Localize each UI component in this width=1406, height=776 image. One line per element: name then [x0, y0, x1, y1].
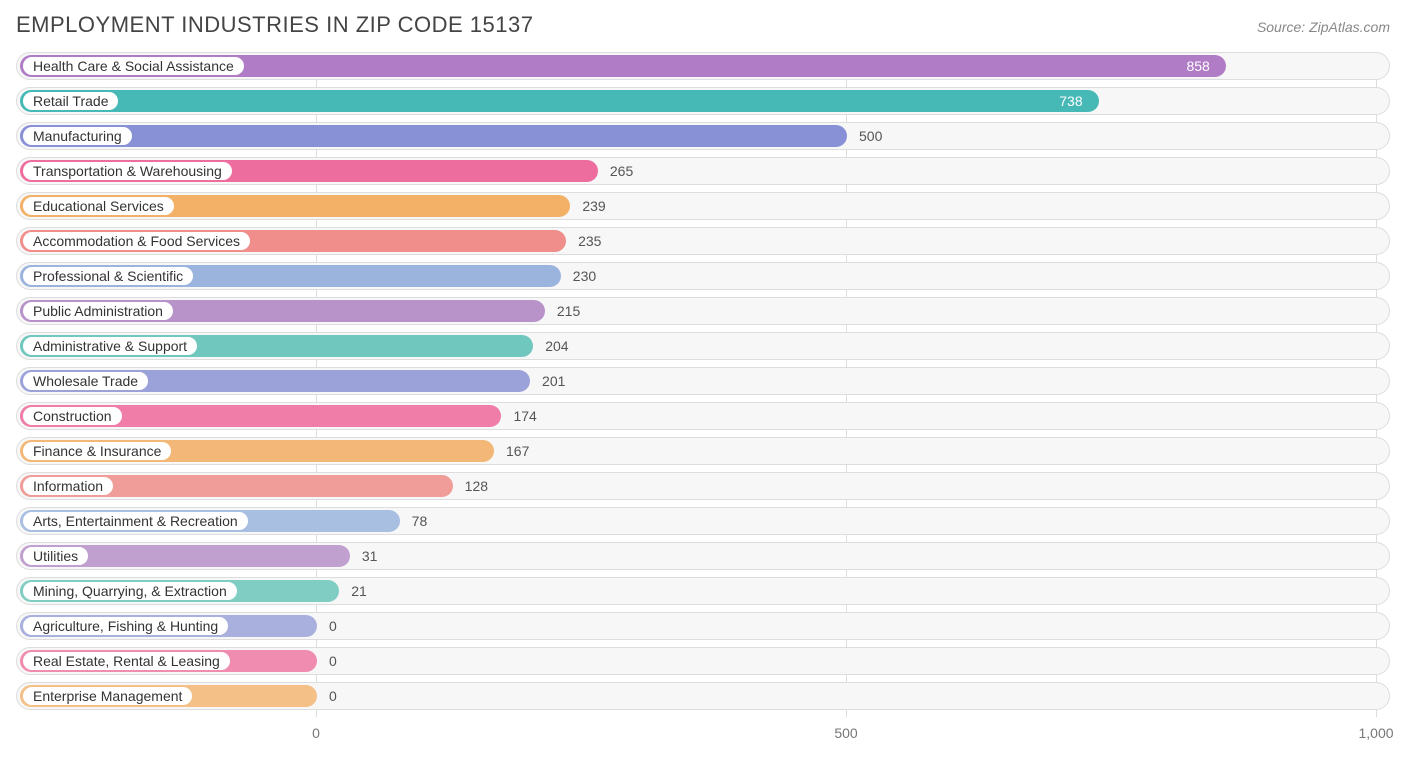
- bar-label: Educational Services: [23, 197, 174, 215]
- bar-value: 230: [565, 263, 604, 289]
- bar-label: Administrative & Support: [23, 337, 197, 355]
- bar-label: Wholesale Trade: [23, 372, 148, 390]
- bar-label: Finance & Insurance: [23, 442, 171, 460]
- bar-row: Educational Services 239: [16, 192, 1390, 220]
- bar-value: 204: [537, 333, 576, 359]
- bar-value: 239: [574, 193, 613, 219]
- bar-row: Public Administration 215: [16, 297, 1390, 325]
- bar-label: Enterprise Management: [23, 687, 192, 705]
- bar-row: Enterprise Management 0: [16, 682, 1390, 710]
- bar-label: Retail Trade: [23, 92, 118, 110]
- bar-value: 215: [549, 298, 588, 324]
- bar-label: Utilities: [23, 547, 88, 565]
- bar-value: 738: [1051, 88, 1090, 114]
- bar-row: Arts, Entertainment & Recreation 78: [16, 507, 1390, 535]
- bar-label: Construction: [23, 407, 122, 425]
- x-tick-label: 500: [834, 725, 857, 741]
- bar-label: Agriculture, Fishing & Hunting: [23, 617, 228, 635]
- x-axis: 0 500 1,000: [16, 725, 1390, 745]
- chart-header: EMPLOYMENT INDUSTRIES IN ZIP CODE 15137 …: [16, 12, 1390, 38]
- bar-value: 21: [343, 578, 375, 604]
- bar-row: Utilities 31: [16, 542, 1390, 570]
- bar-label: Professional & Scientific: [23, 267, 193, 285]
- bar-row: Wholesale Trade 201: [16, 367, 1390, 395]
- bar-value: 201: [534, 368, 573, 394]
- bar-fill: [20, 125, 847, 147]
- bar-value: 858: [1178, 53, 1217, 79]
- bar-label: Manufacturing: [23, 127, 132, 145]
- bar-label: Accommodation & Food Services: [23, 232, 250, 250]
- bar-value: 265: [602, 158, 641, 184]
- bar-value: 174: [505, 403, 544, 429]
- chart-area: Health Care & Social Assistance 858 Retail…: [16, 52, 1390, 745]
- bar-row: Retail Trade 738: [16, 87, 1390, 115]
- bar-label: Mining, Quarrying, & Extraction: [23, 582, 237, 600]
- bar-row: Construction 174: [16, 402, 1390, 430]
- bar-row: Manufacturing 500: [16, 122, 1390, 150]
- bar-value: 0: [321, 648, 345, 674]
- bar-row: Transportation & Warehousing 265: [16, 157, 1390, 185]
- bar-row: Accommodation & Food Services 235: [16, 227, 1390, 255]
- bar-value: 0: [321, 613, 345, 639]
- bar-value: 78: [404, 508, 436, 534]
- bar-row: Professional & Scientific 230: [16, 262, 1390, 290]
- bar-fill: [20, 90, 1099, 112]
- bar-label: Health Care & Social Assistance: [23, 57, 244, 75]
- bar-row: Real Estate, Rental & Leasing 0: [16, 647, 1390, 675]
- bar-value: 500: [851, 123, 890, 149]
- bar-value: 128: [457, 473, 496, 499]
- bar-label: Real Estate, Rental & Leasing: [23, 652, 230, 670]
- bar-row: Information 128: [16, 472, 1390, 500]
- chart-source: Source: ZipAtlas.com: [1257, 19, 1390, 35]
- bar-row: Administrative & Support 204: [16, 332, 1390, 360]
- bar-row: Mining, Quarrying, & Extraction 21: [16, 577, 1390, 605]
- bar-value: 31: [354, 543, 386, 569]
- bar-label: Information: [23, 477, 113, 495]
- chart-title: EMPLOYMENT INDUSTRIES IN ZIP CODE 15137: [16, 12, 534, 38]
- x-tick-label: 1,000: [1358, 725, 1393, 741]
- x-tick-label: 0: [312, 725, 320, 741]
- bar-row: Health Care & Social Assistance 858: [16, 52, 1390, 80]
- bar-row: Finance & Insurance 167: [16, 437, 1390, 465]
- bar-label: Transportation & Warehousing: [23, 162, 232, 180]
- bar-label: Public Administration: [23, 302, 173, 320]
- bar-row: Agriculture, Fishing & Hunting 0: [16, 612, 1390, 640]
- bar-value: 167: [498, 438, 537, 464]
- bar-label: Arts, Entertainment & Recreation: [23, 512, 248, 530]
- bar-value: 235: [570, 228, 609, 254]
- bar-value: 0: [321, 683, 345, 709]
